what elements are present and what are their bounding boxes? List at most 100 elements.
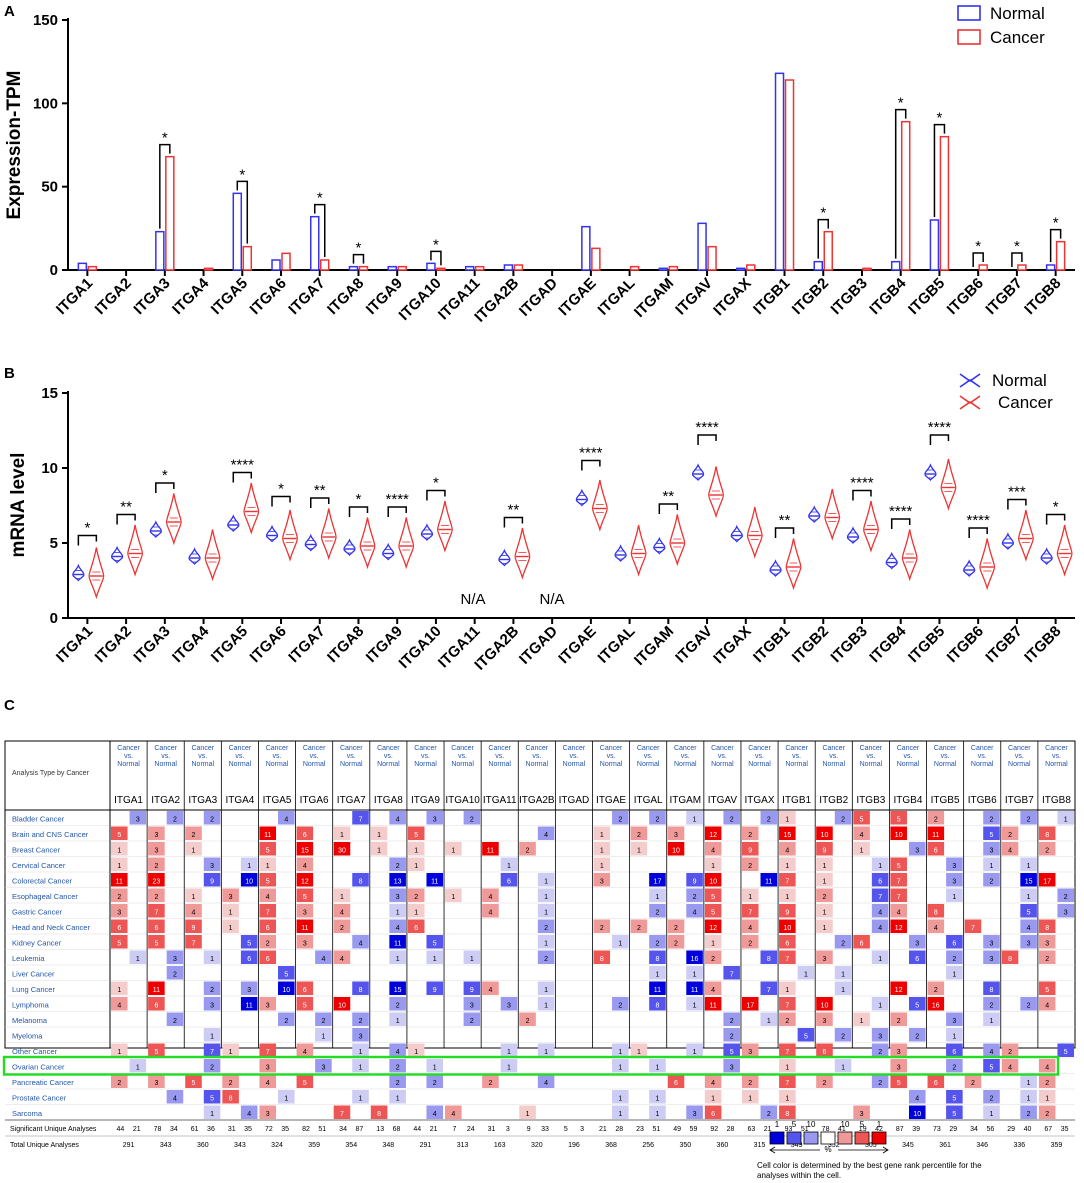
bar-cancer-itgb7 bbox=[1017, 264, 1027, 271]
key-swatch bbox=[769, 1131, 785, 1145]
significant-count-down: 24 bbox=[467, 1126, 475, 1133]
row-label: Cervical Cancer bbox=[12, 861, 66, 870]
heatmap-cell bbox=[1020, 1105, 1037, 1119]
heatmap-cell-value: 6 bbox=[878, 879, 882, 886]
heatmap-cell-value: 4 bbox=[693, 910, 697, 917]
heatmap-cell-value: 7 bbox=[192, 941, 196, 948]
heatmap-cell-value: 3 bbox=[860, 1111, 864, 1118]
heatmap-cell bbox=[500, 857, 518, 871]
total-count: 196 bbox=[568, 1142, 580, 1149]
heatmap-cell-value: 8 bbox=[785, 1111, 789, 1118]
col-header-text: Cancer bbox=[191, 745, 214, 752]
heatmap-cell bbox=[649, 950, 666, 964]
sig-bracket-itga5 bbox=[236, 180, 249, 244]
heatmap-cell bbox=[500, 1059, 518, 1073]
heatmap-cell-value: 7 bbox=[971, 925, 975, 932]
heatmap-cell bbox=[667, 919, 685, 933]
heatmap-cell-value: 9 bbox=[785, 910, 789, 917]
bar-cancer-itgb6 bbox=[978, 264, 988, 271]
heatmap-cell-value: 2 bbox=[730, 1034, 734, 1041]
heatmap-cell-value: 2 bbox=[1027, 1111, 1031, 1118]
heatmap-cell bbox=[111, 919, 128, 933]
heatmap-cell-value: 1 bbox=[823, 925, 827, 932]
col-header-text: Cancer bbox=[1045, 745, 1068, 752]
heatmap-cell bbox=[296, 826, 314, 840]
heatmap-cell-value: 2 bbox=[1045, 1111, 1049, 1118]
heatmap-cell bbox=[797, 1028, 815, 1042]
heatmap-cell-value: 10 bbox=[672, 848, 680, 855]
heatmap-cell bbox=[259, 1043, 277, 1057]
heatmap-cell-value: 4 bbox=[1027, 925, 1031, 932]
heatmap-cell bbox=[1038, 981, 1056, 995]
heatmap-cell bbox=[129, 950, 147, 964]
heatmap-cell bbox=[667, 826, 685, 840]
heatmap-cell-value: 4 bbox=[544, 1080, 548, 1087]
heatmap-cell-value: 4 bbox=[711, 1080, 715, 1087]
sig-bracket-b-itga2b bbox=[503, 516, 524, 528]
heatmap-cell bbox=[908, 842, 926, 856]
heatmap-cell-value: 11 bbox=[654, 987, 661, 994]
heatmap-cell bbox=[834, 1059, 852, 1073]
heatmap-cell bbox=[630, 1043, 648, 1057]
sig-label-b-itgav: **** bbox=[695, 419, 719, 436]
heatmap-cell bbox=[686, 966, 703, 980]
heatmap-cell bbox=[389, 1074, 406, 1088]
sig-label-itgb7: * bbox=[1014, 238, 1020, 255]
heatmap-cell bbox=[723, 1012, 740, 1026]
heatmap-gene-itga11: ITGA11 bbox=[483, 795, 517, 806]
col-header-text: Cancer bbox=[785, 745, 808, 752]
violin-normal-itga6 bbox=[265, 524, 279, 543]
heatmap-cell bbox=[890, 904, 907, 918]
heatmap-cell bbox=[983, 1105, 1000, 1119]
heatmap-cell-value: 2 bbox=[748, 1080, 752, 1087]
heatmap-cell bbox=[537, 935, 555, 949]
heatmap-cell-value: 6 bbox=[303, 832, 307, 839]
x-label-itga7: ITGA7 bbox=[285, 275, 328, 318]
sig-label-b-itga10: * bbox=[433, 475, 439, 492]
total-count: 350 bbox=[679, 1142, 691, 1149]
col-header-text: vs. bbox=[941, 753, 950, 760]
heatmap-cell-value: 2 bbox=[693, 894, 697, 901]
heatmap-cell bbox=[407, 842, 425, 856]
col-header-text: vs. bbox=[792, 753, 801, 760]
heatmap-cell-value: 2 bbox=[823, 894, 827, 901]
heatmap-cell bbox=[704, 935, 722, 949]
heatmap-cell bbox=[482, 904, 499, 918]
violin-normal-itga5 bbox=[227, 514, 240, 533]
heatmap-cell-value: 4 bbox=[340, 956, 344, 963]
significant-count-up: 49 bbox=[673, 1126, 681, 1133]
significant-count-up: 82 bbox=[302, 1126, 310, 1133]
heatmap-cell-value: 1 bbox=[1064, 817, 1068, 824]
heatmap-cell-value: 4 bbox=[488, 987, 492, 994]
sig-label-itga8: * bbox=[356, 240, 362, 257]
heatmap-cell-value: 7 bbox=[897, 879, 901, 886]
heatmap-cell bbox=[463, 950, 481, 964]
col-header-text: vs. bbox=[347, 753, 356, 760]
panel-b-violins bbox=[72, 458, 1073, 600]
heatmap-cell-value: 2 bbox=[526, 848, 530, 855]
col-header-text: vs. bbox=[1015, 753, 1024, 760]
heatmap-cell-value: 2 bbox=[173, 817, 177, 824]
heatmap-cell bbox=[927, 981, 945, 995]
total-count: 163 bbox=[494, 1142, 506, 1149]
heatmap-cell bbox=[426, 1059, 444, 1073]
heatmap-cell bbox=[203, 950, 221, 964]
heatmap-cell bbox=[649, 904, 666, 918]
violin-normal-itgae bbox=[575, 488, 588, 507]
heatmap-cell-value: 2 bbox=[730, 1018, 734, 1025]
heatmap-cell bbox=[704, 873, 722, 887]
heatmap-cell bbox=[946, 950, 963, 964]
heatmap-cell-value: 3 bbox=[915, 941, 919, 948]
heatmap-cell bbox=[148, 842, 165, 856]
heatmap-cell-value: 8 bbox=[377, 1111, 381, 1118]
significant-count-down: 35 bbox=[281, 1126, 289, 1133]
x-label-itga3: ITGA3 bbox=[130, 275, 173, 318]
significant-count-up: 29 bbox=[1007, 1126, 1015, 1133]
col-header-text: vs. bbox=[978, 753, 987, 760]
bar-normal-itgam bbox=[658, 267, 669, 271]
total-count: 359 bbox=[308, 1142, 320, 1149]
key-value-label: 10 bbox=[841, 1120, 850, 1129]
heatmap-cell bbox=[686, 1105, 703, 1119]
heatmap-cell-value: 4 bbox=[433, 1111, 437, 1118]
heatmap-cell-value: 1 bbox=[693, 817, 697, 824]
